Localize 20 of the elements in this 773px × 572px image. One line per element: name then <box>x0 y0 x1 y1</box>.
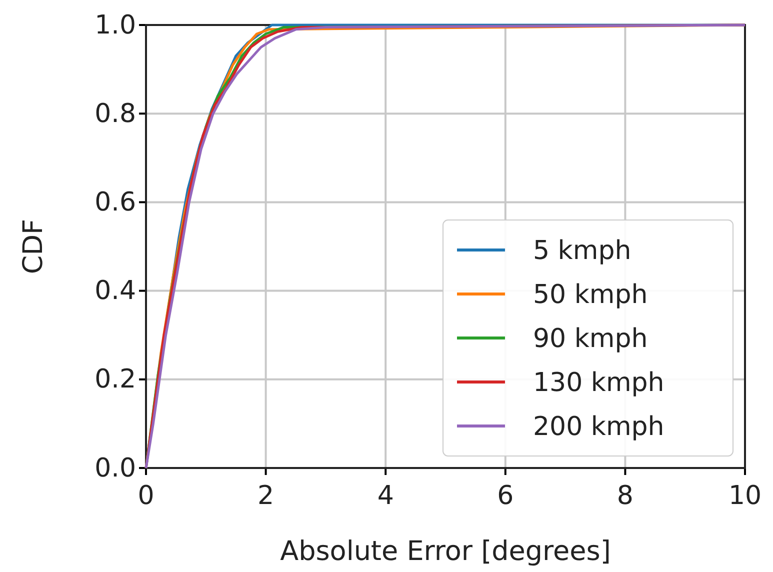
legend-label: 130 kmph <box>533 368 664 398</box>
legend-label: 90 kmph <box>533 324 648 354</box>
y-tick-label: 0.4 <box>94 276 136 306</box>
x-axis-title: Absolute Error [degrees] <box>280 536 611 567</box>
y-tick-label: 0.8 <box>94 98 136 129</box>
x-tick-label: 6 <box>497 481 514 511</box>
y-tick-label: 1.0 <box>94 10 136 40</box>
x-tick-label: 10 <box>728 481 762 511</box>
legend-label: 200 kmph <box>533 412 664 442</box>
y-axis-title: CDF <box>18 218 49 274</box>
y-tick-label: 0.6 <box>94 188 136 218</box>
line-series <box>144 24 746 470</box>
x-tick-label: 8 <box>616 481 634 511</box>
y-tick-label: 0.0 <box>94 453 136 484</box>
x-tick-label: 0 <box>138 481 154 511</box>
legend-label: 50 kmph <box>533 280 648 310</box>
x-tick-label: 4 <box>377 481 394 511</box>
legend-label: 5 kmph <box>533 236 632 266</box>
y-tick-label: 0.2 <box>94 364 136 395</box>
x-tick-label: 2 <box>258 481 274 511</box>
